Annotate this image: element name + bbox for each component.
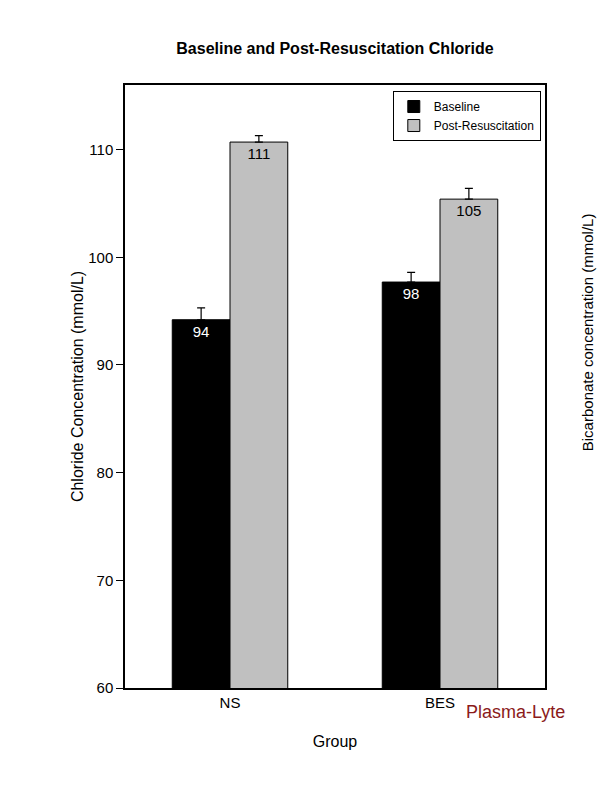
svg-text:105: 105: [456, 202, 481, 219]
svg-text:90: 90: [97, 356, 114, 373]
svg-text:Group: Group: [313, 733, 358, 750]
svg-text:94: 94: [193, 323, 210, 340]
svg-text:Baseline and Post-Resuscitatio: Baseline and Post-Resuscitation Chloride: [176, 40, 494, 57]
svg-text:60: 60: [97, 679, 114, 696]
svg-text:Baseline: Baseline: [434, 100, 480, 114]
svg-text:NS: NS: [220, 694, 241, 711]
svg-text:110: 110: [89, 141, 113, 158]
svg-text:111: 111: [247, 145, 270, 162]
svg-text:100: 100: [88, 249, 113, 266]
svg-text:BES: BES: [425, 694, 455, 711]
svg-text:Plasma-Lyte: Plasma-Lyte: [466, 702, 565, 722]
svg-text:Post-Resuscitation: Post-Resuscitation: [434, 119, 534, 133]
svg-text:Bicarbonate concentration (mmo: Bicarbonate concentration (mmol/L): [579, 214, 596, 452]
svg-text:Chloride Concentration (mmol/L: Chloride Concentration (mmol/L): [69, 271, 86, 502]
svg-text:70: 70: [97, 572, 114, 589]
svg-text:80: 80: [97, 464, 114, 481]
svg-text:98: 98: [403, 285, 420, 302]
